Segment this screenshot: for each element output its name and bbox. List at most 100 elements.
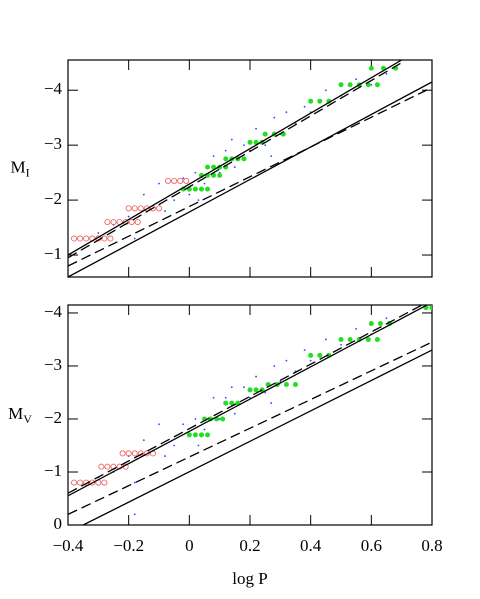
point bbox=[308, 98, 314, 104]
point bbox=[203, 428, 206, 431]
y-tick-label: −4 bbox=[44, 79, 63, 98]
point bbox=[340, 343, 342, 346]
fit-line bbox=[68, 62, 402, 259]
point bbox=[224, 149, 227, 152]
fit-line bbox=[68, 86, 432, 267]
point bbox=[374, 82, 380, 88]
fit-line bbox=[68, 305, 429, 497]
point bbox=[324, 89, 327, 92]
point bbox=[133, 237, 136, 240]
y-tick-label: −4 bbox=[44, 302, 63, 321]
point bbox=[182, 423, 185, 426]
point bbox=[125, 205, 132, 212]
point bbox=[273, 365, 276, 367]
point bbox=[355, 327, 358, 330]
point bbox=[229, 400, 235, 406]
point bbox=[131, 450, 138, 457]
point bbox=[243, 386, 245, 389]
x-tick-label: 0.8 bbox=[421, 536, 442, 555]
point bbox=[97, 232, 100, 234]
point bbox=[347, 82, 353, 88]
point bbox=[324, 338, 327, 341]
fit-line bbox=[68, 341, 432, 515]
point bbox=[131, 205, 138, 212]
point bbox=[198, 432, 204, 438]
point bbox=[308, 352, 314, 358]
point bbox=[217, 172, 223, 178]
point bbox=[125, 450, 132, 457]
point bbox=[142, 193, 145, 196]
x-tick-label: 0 bbox=[185, 536, 194, 555]
point bbox=[137, 205, 144, 212]
point bbox=[429, 305, 432, 311]
point bbox=[188, 193, 191, 196]
point bbox=[233, 412, 236, 415]
point bbox=[186, 432, 192, 438]
plot-area bbox=[68, 305, 432, 525]
fit-line bbox=[68, 81, 432, 277]
point bbox=[347, 336, 353, 342]
point bbox=[223, 156, 229, 162]
point bbox=[71, 235, 78, 242]
x-tick-label: −0.2 bbox=[113, 536, 144, 555]
point bbox=[173, 199, 176, 201]
y-tick-label: −1 bbox=[44, 461, 62, 480]
point bbox=[104, 463, 111, 470]
x-tick-label: 0.4 bbox=[300, 536, 322, 555]
point bbox=[285, 359, 288, 362]
point bbox=[164, 210, 166, 212]
point bbox=[77, 479, 84, 486]
x-tick-label: 0.6 bbox=[361, 536, 382, 555]
point bbox=[253, 387, 259, 393]
y-label-sub: V bbox=[23, 412, 32, 426]
point bbox=[218, 418, 221, 420]
point bbox=[127, 215, 130, 218]
point bbox=[243, 144, 245, 147]
point bbox=[71, 479, 78, 486]
point bbox=[137, 450, 144, 457]
point bbox=[264, 391, 267, 394]
x-tick-label: −0.4 bbox=[53, 536, 84, 555]
point bbox=[317, 98, 323, 104]
point bbox=[183, 177, 190, 184]
point bbox=[211, 164, 217, 170]
y-tick-label: −3 bbox=[44, 134, 62, 153]
point bbox=[133, 481, 136, 484]
y-label-sub: I bbox=[26, 165, 30, 179]
y-axis-label: MI bbox=[10, 157, 29, 179]
fit-line bbox=[68, 60, 402, 256]
point bbox=[247, 139, 253, 145]
point bbox=[110, 219, 117, 226]
point bbox=[212, 396, 215, 399]
point bbox=[212, 155, 215, 158]
point bbox=[338, 82, 344, 88]
point bbox=[182, 177, 185, 180]
point bbox=[177, 177, 184, 184]
point bbox=[104, 219, 111, 226]
point bbox=[255, 375, 257, 378]
point bbox=[203, 182, 206, 185]
point bbox=[158, 182, 160, 185]
y-tick-label: −2 bbox=[44, 408, 62, 427]
point bbox=[233, 166, 236, 169]
point bbox=[309, 359, 312, 362]
point bbox=[255, 127, 257, 130]
point bbox=[164, 455, 166, 457]
point bbox=[385, 72, 388, 75]
point bbox=[142, 439, 145, 442]
point bbox=[128, 219, 135, 226]
point bbox=[377, 321, 383, 327]
point bbox=[192, 432, 198, 438]
point bbox=[230, 138, 233, 141]
point bbox=[368, 321, 374, 327]
point bbox=[173, 444, 176, 447]
point bbox=[119, 450, 126, 457]
point bbox=[89, 479, 96, 486]
point bbox=[283, 382, 289, 388]
point bbox=[365, 336, 371, 342]
x-axis-label: log P bbox=[232, 569, 267, 588]
point bbox=[247, 387, 253, 393]
point bbox=[205, 164, 211, 170]
y-label-main: M bbox=[8, 404, 23, 423]
